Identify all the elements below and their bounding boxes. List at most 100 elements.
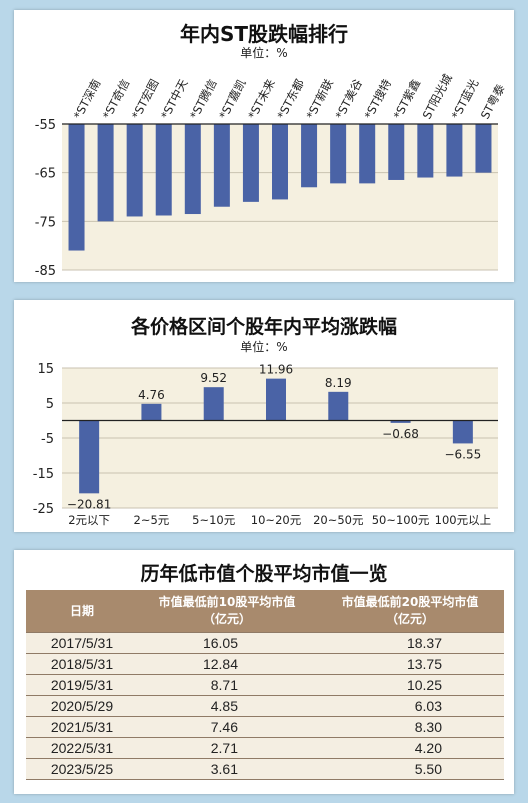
bar <box>272 124 288 200</box>
x-tick-label: *ST腾信 <box>187 77 220 122</box>
bar <box>417 124 434 178</box>
chart2-title: 各价格区间个股年内平均涨跌幅 <box>130 316 397 338</box>
y-tick-label: -85 <box>35 264 56 279</box>
market-cap-table: 日期 市值最低前10股平均市值 （亿元） 市值最低前20股平均市值 （亿元） 2… <box>26 590 504 780</box>
table-title: 历年低市值个股平均市值一览 <box>140 563 388 585</box>
x-tick-label: 10~20元 <box>251 513 302 527</box>
x-tick-label: 100元以上 <box>435 513 491 527</box>
cell-top10: 16.05 <box>138 632 316 654</box>
header-date: 日期 <box>26 590 138 633</box>
bar <box>213 124 230 207</box>
cell-top20: 10.25 <box>316 674 504 696</box>
bar <box>330 124 347 184</box>
bar <box>203 387 224 421</box>
bar <box>141 403 162 421</box>
x-tick-label: *ST美谷 <box>332 76 365 121</box>
bar <box>475 124 492 173</box>
cell-top10: 3.61 <box>138 758 316 780</box>
cell-date: 2017/5/31 <box>26 632 138 654</box>
x-tick-label: *ST未来 <box>245 76 278 121</box>
cell-date: 2021/5/31 <box>26 716 138 738</box>
bar <box>446 124 463 177</box>
header-top20-line2: （亿元） <box>385 612 434 626</box>
cell-date: 2023/5/25 <box>26 758 138 780</box>
cell-top20: 18.37 <box>316 632 504 654</box>
cell-top10: 7.46 <box>138 716 316 738</box>
table-header-row: 日期 市值最低前10股平均市值 （亿元） 市值最低前20股平均市值 （亿元） <box>26 590 504 633</box>
bar <box>155 124 172 216</box>
bar <box>79 420 100 494</box>
y-tick-label: -15 <box>33 467 54 482</box>
cell-top20: 8.30 <box>316 716 504 738</box>
table-row: 2020/5/29 4.85 6.03 <box>26 695 504 717</box>
cell-top10: 8.71 <box>138 674 316 696</box>
y-tick-label: -25 <box>33 502 54 517</box>
x-tick-label: *ST深南 <box>71 77 104 122</box>
table-row: 2018/5/31 12.84 13.75 <box>26 653 504 675</box>
header-top10-line2: （亿元） <box>202 612 251 626</box>
bar <box>184 124 201 215</box>
cell-top20: 4.20 <box>316 737 504 759</box>
bar <box>242 124 259 202</box>
bar <box>390 420 411 423</box>
bar <box>266 378 286 421</box>
chart2-unit: 单位：% <box>240 340 288 354</box>
header-top10-line1: 市值最低前10股平均市值 <box>158 595 296 609</box>
table-row: 2023/5/25 3.61 5.50 <box>26 758 504 780</box>
y-tick-label: -65 <box>35 167 56 182</box>
y-tick-label: -55 <box>35 118 56 133</box>
price-range-chart: 15 5 -5 -15 -25 −20.81 2元以下 4.76 2~5元 9.52 5~10元 11… <box>33 362 498 527</box>
cell-top10: 12.84 <box>138 653 316 675</box>
x-tick-label: ST粤泰 <box>478 81 508 121</box>
bar <box>68 124 85 251</box>
chart1-title: 年内ST股跌幅排行 <box>179 22 349 46</box>
bar <box>328 391 349 421</box>
cell-top10: 2.71 <box>138 737 316 759</box>
st-decline-chart: -55 -65 -75 -85 *ST深南*ST奇信*ST宏图*ST中天*ST腾信 *ST… <box>35 71 508 279</box>
data-label: −0.68 <box>382 427 419 441</box>
x-tick-label: *ST中天 <box>158 76 191 121</box>
cell-top20: 5.50 <box>316 758 504 780</box>
bar <box>301 124 318 188</box>
y-tick-label: -75 <box>35 215 56 230</box>
bar <box>388 124 405 180</box>
bar <box>97 124 114 222</box>
header-top10: 市值最低前10股平均市值 （亿元） <box>138 590 316 633</box>
x-tick-label: *ST紫鑫 <box>391 77 424 122</box>
x-tick-label: 2元以下 <box>68 513 110 527</box>
bar <box>359 124 376 184</box>
cell-top20: 13.75 <box>316 653 504 675</box>
x-tick-label: *ST东都 <box>274 76 307 121</box>
cell-date: 2022/5/31 <box>26 737 138 759</box>
x-tick-label: 2~5元 <box>134 513 170 527</box>
table-row: 2019/5/31 8.71 10.25 <box>26 674 504 696</box>
y-tick-label: 5 <box>46 397 54 412</box>
x-tick-label: 50~100元 <box>372 513 430 527</box>
x-tick-label: *ST奇信 <box>100 77 133 122</box>
x-tick-label: *ST搜特 <box>361 76 394 121</box>
table-row: 2017/5/31 16.05 18.37 <box>26 632 504 654</box>
header-top20: 市值最低前20股平均市值 （亿元） <box>316 590 504 633</box>
data-label: 9.52 <box>200 371 227 385</box>
bar <box>126 124 143 217</box>
st-decline-card: 年内ST股跌幅排行 单位：% -55 -65 -75 -85 *ST深南 *ST奇信 *ST… <box>14 10 514 282</box>
x-tick-label: 20~50元 <box>313 513 364 527</box>
data-label: 4.76 <box>138 388 165 402</box>
cell-date: 2019/5/31 <box>26 674 138 696</box>
x-tick-label: *ST宏图 <box>129 77 162 122</box>
cell-top10: 4.85 <box>138 695 316 717</box>
data-label: −6.55 <box>444 447 481 461</box>
data-label: −20.81 <box>67 497 111 511</box>
table-row: 2021/5/31 7.46 8.30 <box>26 716 504 738</box>
table-row: 2022/5/31 2.71 4.20 <box>26 737 504 759</box>
cell-date: 2018/5/31 <box>26 653 138 675</box>
y-tick-label: -5 <box>41 432 54 447</box>
cell-top20: 6.03 <box>316 695 504 717</box>
data-label: 11.96 <box>259 363 293 377</box>
header-top20-line1: 市值最低前20股平均市值 <box>341 595 479 609</box>
cell-date: 2020/5/29 <box>26 695 138 717</box>
x-tick-label: *ST新联 <box>303 76 336 121</box>
data-label: 8.19 <box>325 376 352 390</box>
market-cap-card: 历年低市值个股平均市值一览 日期 市值最低前10股平均市值 （亿元） 市值最低前… <box>14 550 514 794</box>
price-range-card: 各价格区间个股年内平均涨跌幅 单位：% 15 5 -5 -15 -25 −20.81 2元以… <box>14 300 514 532</box>
